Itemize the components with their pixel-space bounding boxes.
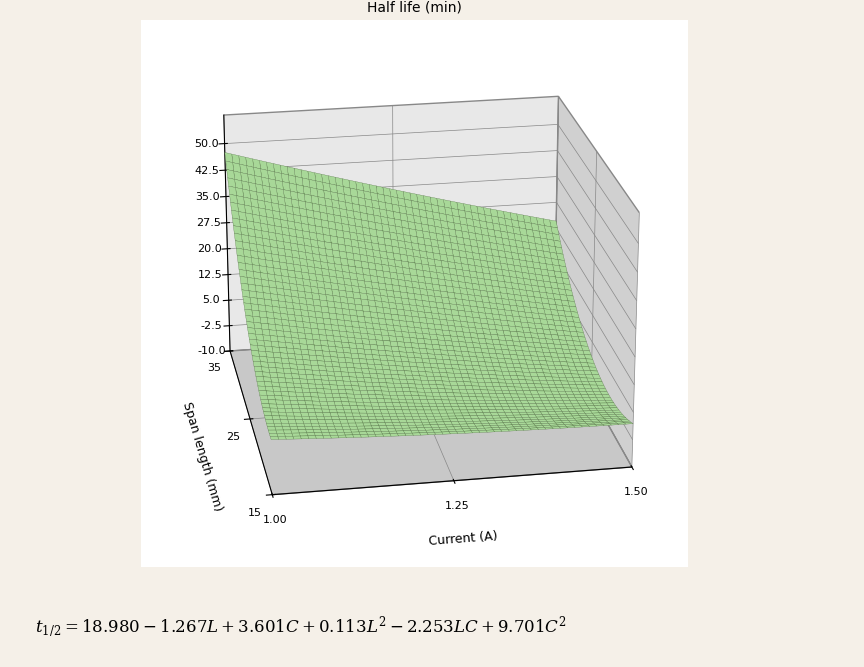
Y-axis label: Span length (mm): Span length (mm): [180, 400, 224, 512]
Title: Half life (min): Half life (min): [367, 1, 462, 15]
X-axis label: Current (A): Current (A): [429, 530, 499, 548]
Text: $t_{1/2} = 18.980 - 1.267L + 3.601C + 0.113L^{2} - 2.253LC + 9.701C^{2}$: $t_{1/2} = 18.980 - 1.267L + 3.601C + 0.…: [35, 614, 567, 640]
